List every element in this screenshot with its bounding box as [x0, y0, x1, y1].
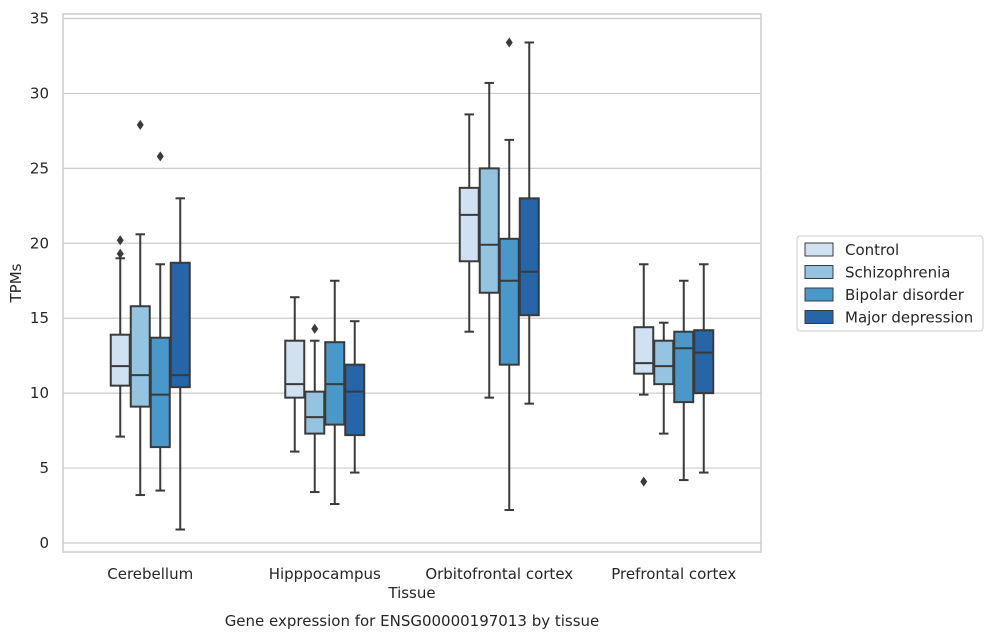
x-tick-label: Orbitofrontal cortex: [425, 565, 573, 583]
y-axis-ticks: 0 5 10 15 20 25 30 35: [30, 9, 49, 552]
y-tick-label: 5: [39, 459, 49, 477]
box-bipolar-disorder-cerebellum: [149, 151, 171, 492]
box-body: [149, 336, 171, 449]
box-bipolar-disorder-prefrontal-cortex: [673, 279, 695, 482]
legend-swatch: [804, 242, 834, 257]
legend-swatch: [804, 287, 834, 302]
box-major-depression-cerebellum: [169, 197, 191, 531]
y-tick-label: 25: [30, 159, 49, 177]
box-bipolar-disorder-orbitofrontal-cortex: [498, 37, 520, 512]
chart-caption: Gene expression for ENSG00000197013 by t…: [225, 612, 600, 630]
box-body: [284, 339, 306, 399]
outlier-point: [505, 37, 513, 48]
legend-label: Schizophrenia: [845, 264, 950, 282]
box-major-depression-prefrontal-cortex: [693, 263, 715, 474]
legend-label: Control: [845, 241, 899, 259]
y-tick-label: 0: [39, 534, 49, 552]
box-schizophrenia-orbitofrontal-cortex: [478, 81, 500, 399]
legend: Control Schizophrenia Bipolar disorder Majo…: [796, 235, 984, 332]
y-tick-label: 20: [30, 234, 49, 252]
legend-swatch: [804, 265, 834, 279]
box-body: [304, 390, 326, 435]
x-tick-label: Hipppocampus: [269, 565, 381, 583]
outlier-point: [136, 119, 144, 130]
box-major-depression-orbitofrontal-cortex: [518, 41, 540, 405]
outlier-point: [116, 248, 124, 259]
boxes: [109, 37, 715, 531]
box-body: [109, 333, 131, 387]
y-tick-label: 30: [30, 84, 49, 102]
plot-area: [62, 13, 762, 553]
legend-label: Major depression: [845, 309, 973, 327]
box-control-prefrontal-cortex: [633, 263, 655, 487]
x-axis-ticks: Cerebellum Hipppocampus Orbitofrontal cort…: [107, 565, 736, 583]
outlier-point: [116, 235, 124, 246]
box-body: [458, 186, 480, 263]
legend-frame: [796, 235, 984, 332]
box-body: [169, 261, 191, 389]
box-body: [478, 167, 500, 294]
y-tick-label: 10: [30, 384, 49, 402]
legend-swatch: [804, 310, 834, 324]
box-major-depression-hipppocampus: [344, 320, 366, 474]
outlier-point: [311, 323, 319, 334]
y-tick-label: 35: [30, 9, 49, 27]
box-body: [653, 339, 675, 386]
legend-label: Bipolar disorder: [845, 286, 965, 304]
box-body: [673, 330, 695, 404]
box-body: [344, 363, 366, 437]
box-body: [518, 197, 540, 317]
outlier-point: [640, 476, 648, 487]
y-axis-title: TPMs: [7, 263, 25, 303]
box-schizophrenia-cerebellum: [129, 119, 151, 497]
plot-background: [62, 13, 762, 553]
box-body: [633, 326, 655, 375]
outlier-point: [156, 151, 164, 162]
box-body: [129, 305, 151, 408]
x-tick-label: Cerebellum: [107, 565, 193, 583]
box-control-cerebellum: [109, 235, 131, 438]
box-body: [693, 329, 715, 395]
box-control-hipppocampus: [284, 296, 306, 453]
y-tick-label: 15: [30, 309, 49, 327]
box-body: [498, 237, 520, 366]
x-axis-title: Tissue: [387, 584, 435, 602]
x-tick-label: Prefrontal cortex: [611, 565, 736, 583]
